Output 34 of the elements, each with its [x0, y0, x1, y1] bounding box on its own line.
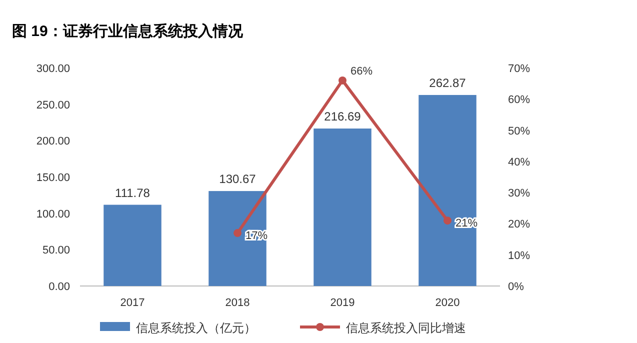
- y-tick-label: 100.00: [36, 208, 70, 220]
- bar: [418, 94, 476, 286]
- y2-tick-label: 0%: [508, 281, 524, 293]
- y2-tick-label: 40%: [508, 156, 530, 168]
- data-label: 262.87: [429, 76, 466, 90]
- point: [338, 76, 346, 84]
- data-label: 130.67: [219, 172, 256, 186]
- legend-label: 信息系统投入同比增速: [346, 321, 466, 335]
- y-tick-label: 200.00: [36, 136, 70, 148]
- y2-tick-label: 70%: [508, 63, 530, 75]
- point: [234, 229, 242, 238]
- data-label: 216.69: [324, 110, 362, 124]
- legend-label: 信息系统投入（亿元）: [136, 321, 256, 335]
- point: [444, 216, 452, 225]
- y-tick-label: 300.00: [36, 63, 70, 75]
- x-tick-label: 2020: [435, 297, 460, 309]
- x-tick-label: 2017: [120, 297, 145, 309]
- y-tick-label: 0.00: [48, 281, 70, 293]
- y-tick-label: 250.00: [36, 99, 70, 112]
- data-label: 111.78: [115, 186, 150, 200]
- y2-tick-label: 30%: [508, 188, 530, 200]
- data-label: 66%: [350, 65, 373, 78]
- y2-tick-label: 60%: [508, 94, 530, 106]
- chart-title: 图 19：证券行业信息系统投入情况: [12, 23, 244, 40]
- y2-tick-label: 10%: [508, 250, 530, 262]
- x-tick-label: 2018: [225, 297, 250, 309]
- x-tick-label: 2019: [330, 297, 355, 309]
- y-tick-label: 150.00: [36, 172, 70, 184]
- bar: [104, 204, 162, 286]
- bar: [314, 128, 372, 286]
- y2-tick-label: 20%: [508, 218, 530, 231]
- y-tick-label: 50.00: [42, 244, 70, 257]
- y2-tick-label: 50%: [508, 125, 530, 138]
- bar: [208, 191, 266, 286]
